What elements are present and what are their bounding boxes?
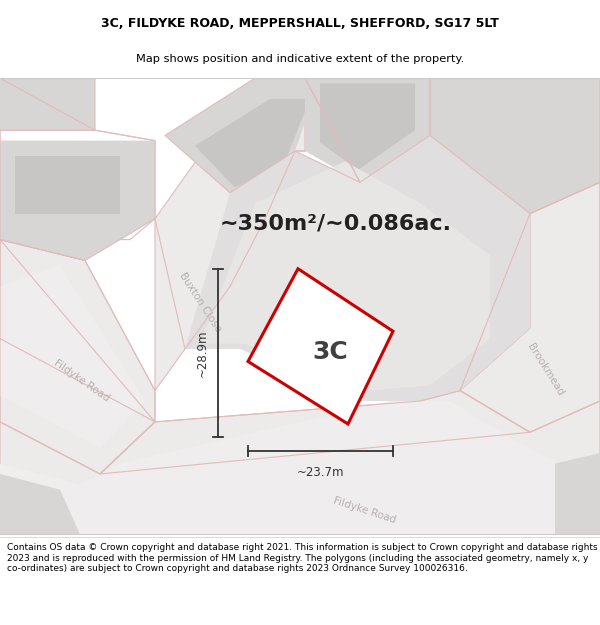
Polygon shape: [555, 453, 600, 534]
Text: ~23.7m: ~23.7m: [297, 466, 344, 479]
Text: 3C, FILDYKE ROAD, MEPPERSHALL, SHEFFORD, SG17 5LT: 3C, FILDYKE ROAD, MEPPERSHALL, SHEFFORD,…: [101, 17, 499, 30]
Text: ~350m²/~0.086ac.: ~350m²/~0.086ac.: [220, 214, 452, 234]
Text: Fildyke Road: Fildyke Road: [332, 496, 398, 525]
Text: Brookmead: Brookmead: [525, 342, 565, 398]
Text: Contains OS data © Crown copyright and database right 2021. This information is : Contains OS data © Crown copyright and d…: [7, 543, 598, 573]
Text: 3C: 3C: [312, 339, 347, 364]
Polygon shape: [0, 401, 600, 534]
Text: Fildyke Road: Fildyke Road: [52, 357, 112, 403]
Polygon shape: [460, 182, 600, 432]
Polygon shape: [165, 78, 320, 192]
Text: Map shows position and indicative extent of the property.: Map shows position and indicative extent…: [136, 54, 464, 64]
Polygon shape: [195, 99, 310, 188]
Polygon shape: [305, 78, 430, 182]
Polygon shape: [0, 391, 600, 534]
Polygon shape: [0, 266, 145, 448]
Polygon shape: [0, 422, 60, 534]
Polygon shape: [430, 78, 600, 214]
Polygon shape: [320, 83, 415, 170]
Polygon shape: [0, 78, 95, 130]
Polygon shape: [155, 78, 305, 391]
Polygon shape: [185, 136, 530, 401]
Polygon shape: [0, 141, 155, 261]
Polygon shape: [248, 269, 393, 424]
Polygon shape: [15, 156, 120, 214]
Polygon shape: [0, 239, 155, 474]
Text: Buxton Close: Buxton Close: [177, 271, 223, 334]
Polygon shape: [200, 161, 490, 391]
Text: ~28.9m: ~28.9m: [196, 329, 209, 377]
Polygon shape: [0, 474, 80, 534]
